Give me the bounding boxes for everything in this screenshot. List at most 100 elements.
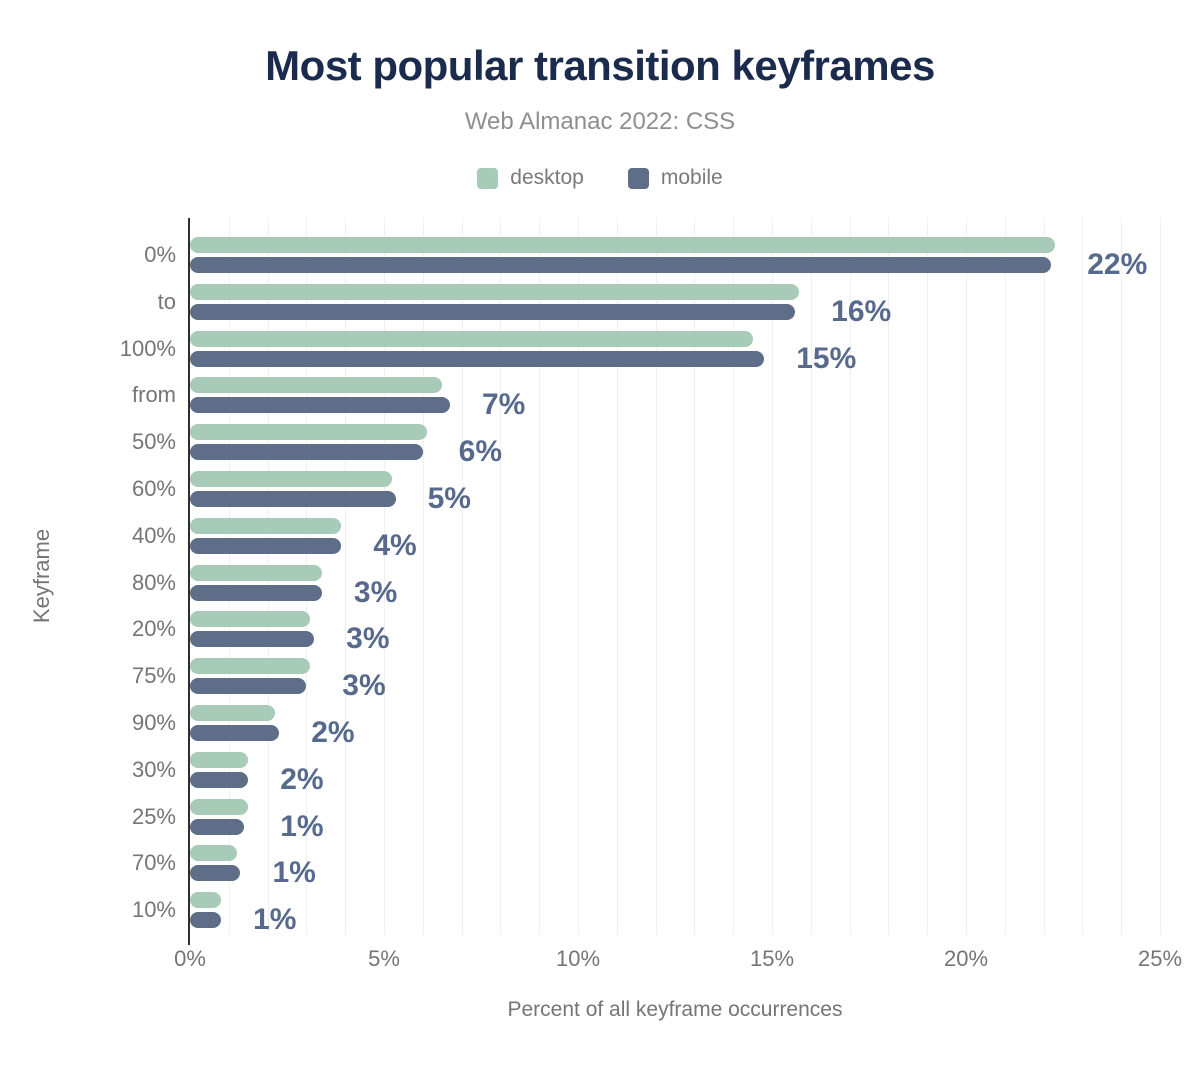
bar-value-label: 1% — [253, 903, 297, 937]
bar-mobile-1 — [190, 303, 796, 320]
y-category-label: 60% — [131, 476, 176, 501]
bar-value-label: 4% — [373, 528, 417, 562]
gridline — [345, 218, 347, 935]
bar-value-label: 15% — [796, 341, 857, 375]
bar-row: 70% 1% — [132, 845, 1160, 889]
desktop-swatch-icon — [477, 167, 499, 189]
legend-item-desktop: desktop — [477, 166, 584, 190]
bar-desktop-12 — [190, 798, 249, 815]
bar-mobile-3 — [190, 397, 450, 414]
bar-mobile-14 — [190, 912, 222, 929]
bar-row: 50% 6% — [132, 424, 1160, 468]
bar-row: 0% 22% — [144, 237, 1160, 281]
x-tick-label: 10% — [555, 946, 601, 971]
y-category-label: 50% — [131, 429, 176, 455]
bar-row: from 7% — [132, 377, 1160, 421]
bar-row: 60% 5% — [132, 471, 1160, 515]
y-category-label: 25% — [131, 803, 176, 829]
y-category-label: 30% — [131, 756, 176, 782]
bar-value-label: 6% — [458, 435, 503, 469]
bar-desktop-13 — [190, 845, 237, 862]
bar-mobile-5 — [190, 491, 396, 507]
bar-mobile-0 — [190, 257, 1052, 273]
y-category-label: 40% — [131, 522, 176, 548]
bar-value-label: 1% — [272, 856, 316, 890]
bar-desktop-8 — [190, 611, 311, 628]
chart-subtitle: Web Almanac 2022: CSS — [464, 108, 736, 135]
bar-row: 80% 3% — [132, 564, 1160, 609]
bar-mobile-12 — [190, 818, 245, 835]
bar-row: 20% 3% — [132, 611, 1160, 655]
gridline — [384, 218, 385, 935]
y-category-label: 90% — [131, 710, 176, 735]
gridline — [1160, 218, 1161, 935]
bar-value-label: 7% — [481, 388, 526, 422]
bar-desktop-10 — [190, 705, 276, 721]
x-tick-label: 20% — [943, 946, 989, 971]
bar-value-label: 3% — [342, 669, 386, 703]
legend-item-mobile: mobile — [627, 166, 723, 190]
bar-mobile-6 — [190, 537, 342, 554]
x-tick-label: 5% — [368, 946, 400, 971]
bar-desktop-6 — [190, 517, 342, 534]
bar-value-label: 2% — [311, 716, 355, 749]
bar-row: 30% 2% — [132, 751, 1160, 796]
gridline — [422, 218, 424, 935]
y-category-label: 75% — [131, 663, 176, 689]
chart-title: Most popular transition keyframes — [265, 42, 935, 89]
bar-desktop-11 — [190, 751, 249, 768]
mobile-swatch-icon — [627, 167, 649, 189]
bar-value-label: 22% — [1087, 248, 1148, 281]
y-category-label: 20% — [131, 616, 176, 642]
x-tick-label: 25% — [1137, 946, 1183, 971]
gridline — [539, 218, 541, 935]
x-axis-title: Percent of all keyframe occurrences — [507, 998, 843, 1021]
bar-value-label: 1% — [280, 809, 324, 843]
legend-label-desktop: desktop — [510, 166, 584, 189]
bar-row: 25% 1% — [132, 798, 1160, 843]
plot-area: 0% 22% to 16% 100% 15% from 7% 50% 6% 60% 5% 40% 4% 80… — [120, 218, 1161, 945]
bar-value-label: 16% — [831, 294, 892, 328]
y-category-label: 10% — [131, 897, 176, 923]
gridline — [849, 218, 851, 935]
bar-mobile-8 — [190, 631, 315, 648]
bar-desktop-7 — [190, 564, 322, 581]
bar-desktop-0 — [190, 237, 1056, 253]
gridline — [694, 218, 696, 935]
bar-value-label: 3% — [346, 622, 390, 656]
bar-mobile-4 — [190, 444, 423, 461]
y-category-label: to — [157, 288, 176, 314]
bar-row: 40% 4% — [132, 517, 1160, 562]
bar-desktop-1 — [190, 283, 800, 300]
bar-mobile-2 — [190, 350, 765, 367]
bar-row: 100% 15% — [120, 330, 1160, 375]
bar-mobile-13 — [190, 865, 241, 882]
gridline — [461, 218, 463, 935]
bar-row: 10% 1% — [132, 892, 1160, 936]
bar-desktop-9 — [190, 658, 311, 675]
gridline — [1004, 218, 1006, 935]
bar-value-label: 5% — [427, 482, 471, 515]
gridline — [500, 218, 502, 935]
bar-mobile-11 — [190, 771, 249, 788]
gridline — [810, 218, 812, 935]
y-category-label: 70% — [131, 850, 176, 876]
y-category-label: from — [132, 382, 176, 408]
gridline — [888, 218, 890, 935]
gridline — [733, 218, 735, 935]
y-category-label: 80% — [131, 569, 176, 595]
gridline — [1082, 218, 1084, 935]
bar-value-label: 2% — [280, 762, 324, 796]
bar-row: 75% 3% — [132, 658, 1160, 702]
x-axis-zero-tick — [188, 937, 190, 945]
legend: desktop mobile — [0, 166, 1200, 190]
bar-desktop-4 — [190, 424, 427, 441]
bar-mobile-10 — [190, 725, 280, 741]
y-category-label: 0% — [144, 242, 176, 267]
gridline — [966, 218, 967, 935]
bar-desktop-2 — [190, 330, 753, 347]
gridline — [1043, 218, 1045, 935]
y-axis-title: Keyframe — [29, 528, 54, 624]
bar-desktop-3 — [190, 377, 443, 394]
